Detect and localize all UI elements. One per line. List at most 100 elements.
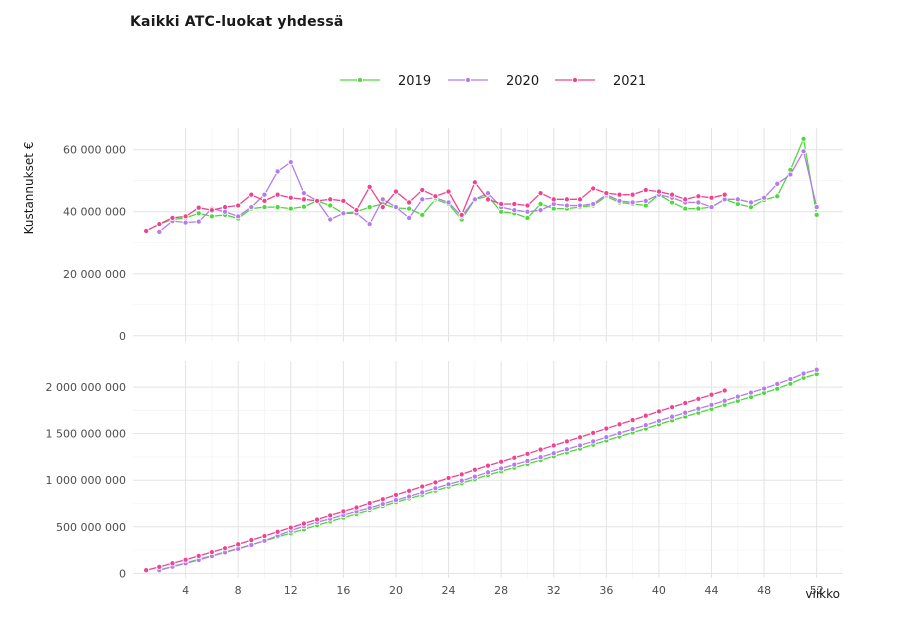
x-tick-label: 24 xyxy=(442,584,456,597)
data-point-2020 xyxy=(761,194,768,201)
data-point-2021 xyxy=(248,537,255,544)
legend-marker-2019 xyxy=(356,76,364,84)
data-point-2021 xyxy=(300,520,307,527)
data-point-2020 xyxy=(761,385,768,392)
data-point-2021 xyxy=(445,188,452,195)
y-tick-label: 0 xyxy=(119,330,126,343)
data-point-2021 xyxy=(471,179,478,186)
data-point-2021 xyxy=(143,227,150,235)
data-point-2020 xyxy=(392,497,400,504)
data-point-2021 xyxy=(576,196,584,203)
data-point-2020 xyxy=(629,426,636,433)
legend: 2019 2020 2021 xyxy=(340,74,646,89)
data-point-2021 xyxy=(629,417,636,424)
legend-marker-2021 xyxy=(571,76,579,84)
x-tick-label: 48 xyxy=(757,584,771,597)
data-point-2020 xyxy=(774,380,781,387)
data-point-2019 xyxy=(300,203,307,210)
data-point-2020 xyxy=(458,477,465,484)
data-point-2021 xyxy=(156,563,163,570)
data-point-2021 xyxy=(682,196,689,203)
data-point-2019 xyxy=(419,211,426,218)
data-point-2021 xyxy=(392,188,400,195)
data-point-2020 xyxy=(366,504,373,512)
data-point-2020 xyxy=(734,196,741,203)
data-point-2021 xyxy=(366,500,373,507)
data-point-2020 xyxy=(800,148,807,155)
data-point-2020 xyxy=(445,481,452,488)
data-point-2020 xyxy=(379,196,386,203)
data-point-2021 xyxy=(314,516,321,523)
data-point-2020 xyxy=(655,417,662,424)
data-point-2020 xyxy=(603,434,610,441)
data-point-2019 xyxy=(406,205,413,212)
data-point-2021 xyxy=(235,541,242,548)
data-point-2020 xyxy=(484,190,492,197)
data-point-2021 xyxy=(563,196,570,203)
data-point-2020 xyxy=(616,430,623,437)
data-point-2021 xyxy=(471,466,478,473)
data-point-2021 xyxy=(603,190,610,197)
data-point-2019 xyxy=(524,214,531,221)
chart-title: Kaikki ATC-luokat yhdessä xyxy=(130,14,344,30)
data-point-2020 xyxy=(537,454,544,461)
data-point-2020 xyxy=(813,366,820,373)
data-point-2021 xyxy=(576,434,584,441)
data-point-2020 xyxy=(406,493,413,500)
data-point-2021 xyxy=(695,193,702,200)
y-tick-label: 1 000 000 000 xyxy=(46,474,126,487)
data-point-2021 xyxy=(721,387,728,394)
data-point-2020 xyxy=(274,168,281,175)
data-point-2021 xyxy=(182,213,189,220)
data-point-2020 xyxy=(708,401,715,408)
data-point-2019 xyxy=(327,202,334,209)
data-point-2021 xyxy=(642,412,649,419)
data-point-2021 xyxy=(511,454,518,461)
x-tick-label: 36 xyxy=(599,584,613,597)
data-point-2020 xyxy=(537,207,544,214)
series-line-2021 xyxy=(145,180,725,232)
data-point-2020 xyxy=(419,196,426,203)
data-point-2021 xyxy=(143,567,150,574)
data-point-2020 xyxy=(235,213,242,220)
data-point-2021 xyxy=(379,204,386,211)
data-point-2021 xyxy=(182,556,189,563)
data-point-2020 xyxy=(800,370,807,377)
data-point-2020 xyxy=(576,442,584,449)
data-point-2020 xyxy=(511,461,518,468)
data-point-2021 xyxy=(458,471,465,478)
data-point-2021 xyxy=(695,395,702,402)
data-point-2021 xyxy=(314,197,321,204)
data-point-2021 xyxy=(563,438,570,445)
data-point-2021 xyxy=(484,196,492,203)
data-point-2019 xyxy=(208,213,215,220)
data-point-2021 xyxy=(524,202,531,209)
x-tick-label: 44 xyxy=(705,584,719,597)
x-tick-label: 8 xyxy=(235,584,242,597)
data-point-2021 xyxy=(340,197,347,204)
data-point-2020 xyxy=(695,405,702,412)
data-point-2021 xyxy=(300,196,307,203)
data-point-2021 xyxy=(327,196,334,203)
data-point-2021 xyxy=(261,532,268,540)
data-point-2021 xyxy=(366,183,373,190)
data-point-2020 xyxy=(156,228,163,235)
data-point-2020 xyxy=(695,199,702,206)
x-tick-label: 40 xyxy=(652,584,666,597)
data-point-2021 xyxy=(287,194,294,201)
data-point-2021 xyxy=(590,185,597,192)
data-point-2019 xyxy=(537,200,544,208)
x-tick-label: 20 xyxy=(389,584,403,597)
data-point-2021 xyxy=(156,221,163,228)
y-tick-label: 20 000 000 xyxy=(63,268,126,281)
data-point-2020 xyxy=(432,485,439,492)
data-point-2020 xyxy=(787,171,794,178)
data-point-2021 xyxy=(511,200,518,208)
data-point-2020 xyxy=(300,190,307,197)
data-point-2021 xyxy=(248,191,255,198)
legend-label-2021: 2021 xyxy=(613,74,646,89)
data-point-2021 xyxy=(655,188,662,195)
data-point-2020 xyxy=(406,214,413,221)
y-tick-label: 40 000 000 xyxy=(63,206,126,219)
data-point-2021 xyxy=(708,194,715,201)
